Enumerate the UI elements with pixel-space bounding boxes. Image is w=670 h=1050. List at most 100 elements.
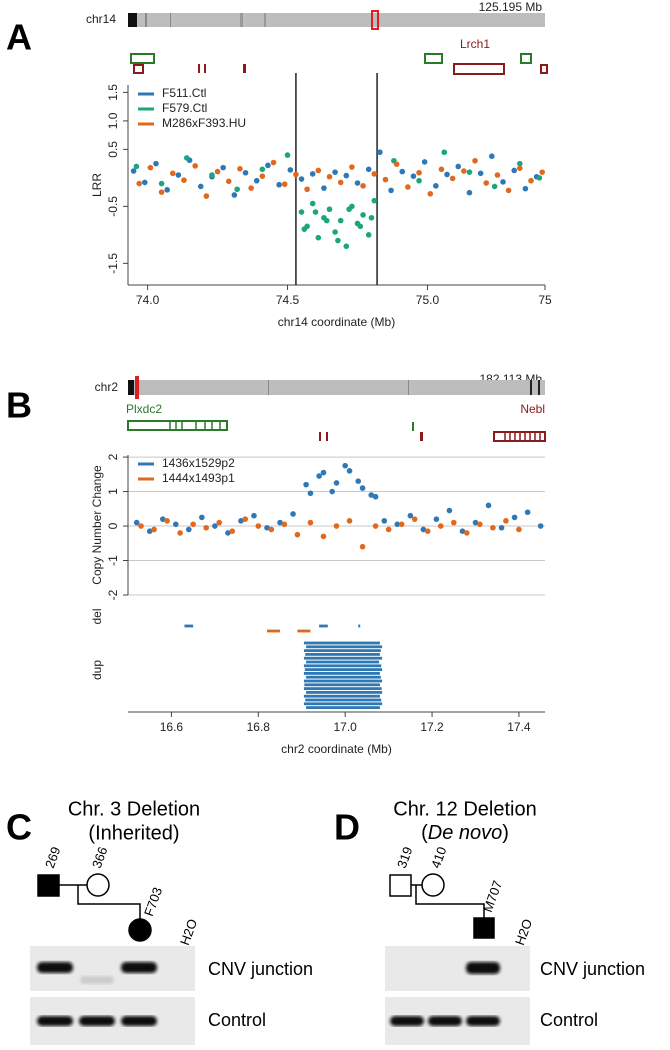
- data-point: [411, 516, 418, 522]
- data-point: [197, 183, 204, 190]
- data-point: [500, 179, 506, 185]
- data-point: [528, 177, 534, 184]
- data-point: [371, 171, 378, 177]
- data-point: [234, 186, 240, 193]
- data-point: [410, 173, 417, 179]
- legend-label: M286xF393.HU: [162, 116, 246, 130]
- data-point: [209, 172, 215, 178]
- gene-label: Nebl: [520, 402, 545, 416]
- data-point: [315, 234, 322, 241]
- data-point: [503, 518, 509, 524]
- individual-label: 410: [428, 845, 450, 871]
- data-point: [536, 175, 543, 181]
- data-point: [405, 184, 411, 190]
- gel-row-label: CNV junction: [208, 959, 313, 979]
- segment: [303, 649, 381, 652]
- data-point: [424, 528, 431, 535]
- data-point: [216, 519, 223, 526]
- data-point: [337, 217, 344, 224]
- data-point: [164, 187, 170, 193]
- individual-label: 269: [42, 845, 64, 871]
- data-point: [483, 180, 490, 186]
- segment: [303, 672, 380, 675]
- data-point: [472, 157, 478, 164]
- chromosome-label: chr2: [95, 380, 119, 394]
- segment: [303, 656, 383, 660]
- x-tick-label: 75: [538, 293, 552, 307]
- x-tick-label: 74.5: [276, 293, 300, 307]
- legend-label: F511.Ctl: [162, 86, 206, 100]
- data-point: [539, 169, 546, 175]
- segment: [304, 668, 383, 671]
- data-point: [485, 502, 492, 509]
- data-point: [329, 488, 335, 495]
- data-point: [437, 523, 444, 529]
- data-point: [360, 212, 366, 218]
- data-point: [190, 521, 196, 528]
- y-tick-label: 1.5: [106, 84, 120, 101]
- segment: [303, 687, 382, 690]
- data-point: [199, 514, 205, 521]
- segment: [305, 653, 380, 656]
- data-point: [158, 189, 165, 195]
- data-point: [315, 167, 322, 174]
- y-axis-title: LRR: [90, 173, 104, 197]
- data-point: [441, 149, 448, 156]
- track-label: del: [90, 608, 104, 624]
- x-tick-label: 75.0: [416, 293, 440, 307]
- data-point: [265, 162, 271, 169]
- data-point: [133, 163, 140, 170]
- data-point: [416, 177, 422, 184]
- data-point: [312, 209, 319, 215]
- gel-row-label: Control: [540, 1010, 598, 1030]
- segment: [267, 629, 281, 633]
- data-point: [394, 521, 401, 528]
- data-point: [326, 206, 333, 213]
- track-label: dup: [90, 660, 104, 680]
- ideogram: [128, 376, 545, 399]
- data-point: [381, 518, 388, 524]
- data-point: [385, 526, 392, 533]
- x-tick-label: 17.4: [507, 720, 531, 734]
- y-tick-label: 2: [106, 453, 120, 460]
- data-point: [307, 519, 314, 526]
- data-point: [281, 521, 288, 528]
- data-point: [511, 167, 518, 174]
- data-point: [455, 163, 462, 170]
- data-point: [130, 168, 137, 174]
- y-tick-label: 0.5: [106, 141, 120, 158]
- data-point: [172, 521, 179, 528]
- data-point: [332, 229, 338, 235]
- x-tick-label: 17.2: [420, 720, 444, 734]
- segment: [184, 624, 194, 628]
- data-point: [203, 524, 209, 531]
- data-point: [212, 523, 218, 529]
- data-point: [354, 180, 361, 186]
- data-point: [287, 167, 294, 173]
- legend-label: F579.Ctl: [162, 101, 207, 115]
- segment: [306, 706, 380, 709]
- data-point: [343, 243, 350, 250]
- data-point: [342, 462, 348, 469]
- data-point: [498, 524, 505, 531]
- gel-image: [385, 946, 530, 1045]
- y-tick-label: -1.5: [106, 253, 120, 274]
- data-point: [238, 518, 244, 524]
- data-point: [290, 511, 296, 517]
- data-point: [360, 183, 366, 189]
- data-point: [270, 159, 277, 166]
- data-point: [365, 166, 372, 173]
- pedigree: [37, 873, 152, 942]
- data-point: [346, 468, 353, 474]
- segment: [358, 624, 361, 628]
- gel-row-label: Control: [208, 1010, 266, 1030]
- data-point: [268, 526, 275, 533]
- data-point: [494, 172, 501, 178]
- data-point: [175, 172, 182, 178]
- x-tick-label: 16.8: [247, 720, 271, 734]
- data-point: [524, 509, 531, 516]
- data-point: [346, 206, 352, 213]
- data-point: [333, 523, 340, 529]
- segment: [303, 679, 383, 683]
- data-point: [461, 168, 467, 174]
